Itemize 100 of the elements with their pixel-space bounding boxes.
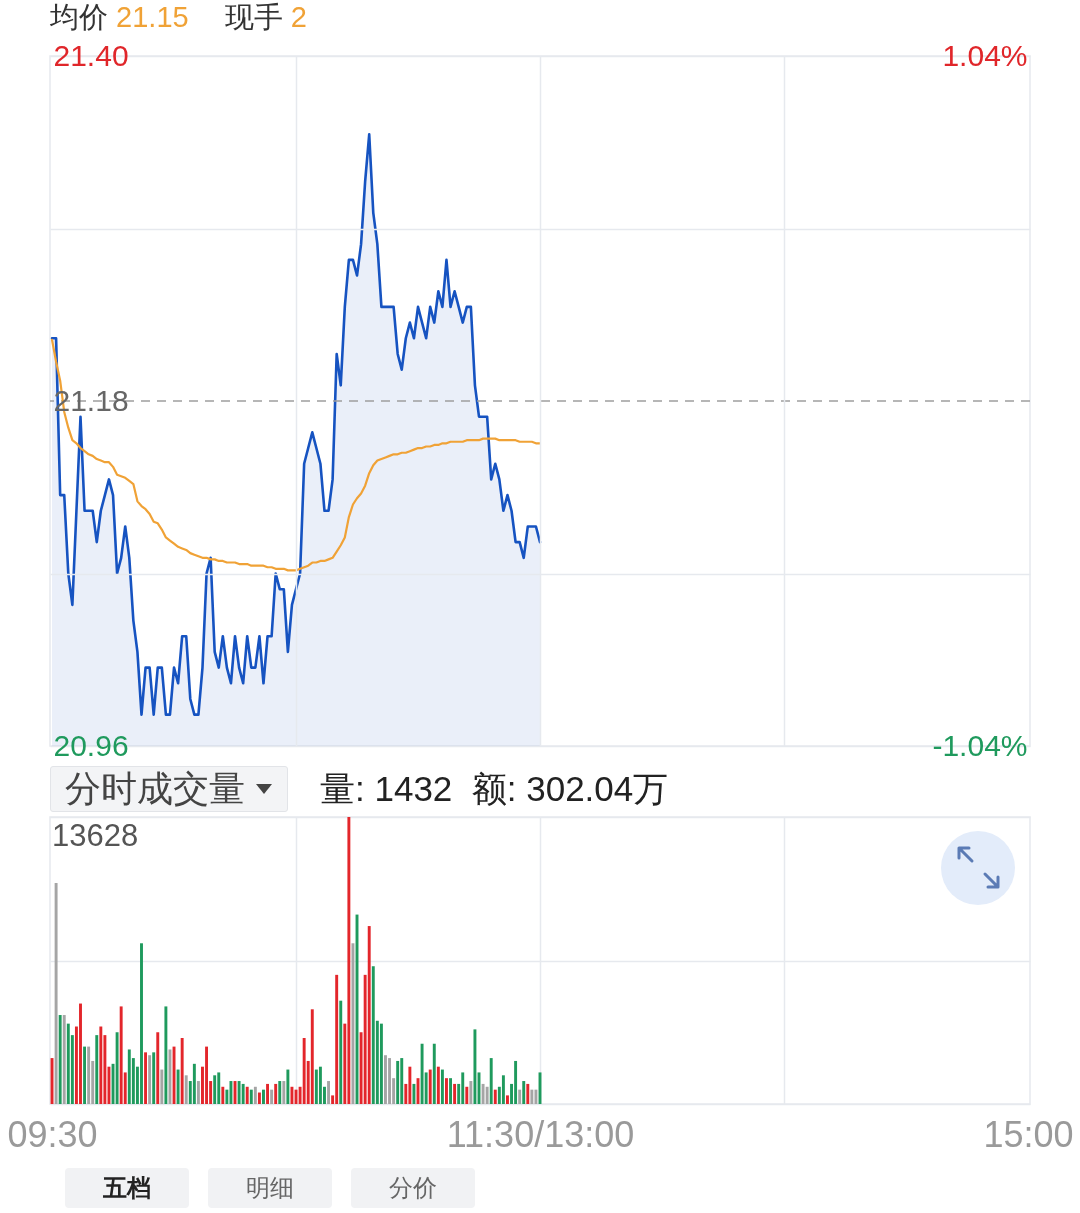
bar (217, 1072, 221, 1104)
bar (221, 1086, 225, 1104)
bar (152, 1052, 156, 1104)
bar (408, 1066, 412, 1104)
bar (522, 1081, 526, 1104)
bar (290, 1086, 294, 1104)
bar (54, 883, 58, 1104)
text: 均价 21.15 (50, 1, 189, 33)
bar (168, 1049, 172, 1104)
bar (156, 1032, 160, 1104)
bar (379, 1023, 383, 1104)
bar (115, 1032, 119, 1104)
bar (229, 1081, 233, 1104)
bar (485, 1086, 489, 1104)
bar (83, 1046, 87, 1104)
bar (335, 974, 339, 1104)
bar (436, 1066, 440, 1104)
bar (274, 1083, 278, 1104)
bar (302, 1037, 306, 1104)
bar (249, 1089, 253, 1104)
bar (119, 1006, 123, 1104)
bar (530, 1089, 534, 1104)
bar (420, 1043, 424, 1104)
bar (213, 1075, 217, 1104)
bar (318, 1066, 322, 1104)
bar (99, 1026, 103, 1104)
bar (473, 1029, 477, 1104)
bar (282, 1081, 286, 1104)
x-tick-label: 15:00 (983, 1113, 1074, 1155)
y2-tick-label: -1.04% (932, 728, 1028, 762)
bar (400, 1058, 404, 1104)
x-tick-label: 11:30/13:00 (446, 1113, 635, 1155)
bar (184, 1075, 188, 1104)
bar (245, 1086, 249, 1104)
bar (489, 1058, 493, 1104)
bar (62, 1015, 66, 1104)
tab-button: 分价 (351, 1168, 475, 1208)
tab-button: 明细 (208, 1168, 332, 1208)
bar (339, 1000, 343, 1104)
bar (127, 1049, 131, 1104)
bar (526, 1083, 530, 1104)
bar (241, 1083, 245, 1104)
bar (506, 1095, 509, 1104)
bar (453, 1083, 457, 1104)
bar (87, 1046, 91, 1104)
bar (514, 1060, 518, 1104)
bar (445, 1078, 448, 1104)
bar (493, 1089, 497, 1104)
bar (384, 1055, 387, 1104)
bar (347, 817, 351, 1104)
bar (310, 1009, 314, 1104)
bar (286, 1069, 290, 1104)
bar (144, 1052, 148, 1104)
bar (367, 926, 371, 1104)
bar (396, 1060, 400, 1104)
bar (388, 1058, 392, 1104)
bar (501, 1075, 505, 1104)
bar (351, 943, 355, 1104)
bar (176, 1069, 180, 1104)
bar (440, 1069, 444, 1104)
bar (270, 1089, 274, 1104)
bar (469, 1081, 473, 1104)
bar (461, 1072, 465, 1104)
bar (148, 1055, 152, 1104)
bar (253, 1086, 257, 1104)
line-series (50, 338, 542, 572)
bar (278, 1081, 282, 1104)
y2-tick-label: 1.04% (942, 38, 1028, 72)
dropdown-button: 分时成交量 (50, 766, 288, 812)
bar (371, 966, 375, 1104)
bar (196, 1081, 200, 1104)
bar (266, 1083, 270, 1104)
bar (79, 1003, 82, 1104)
bar (140, 943, 143, 1104)
bar (58, 1015, 62, 1104)
bar (180, 1037, 184, 1104)
bar (160, 1069, 164, 1104)
bar (432, 1043, 436, 1104)
y-tick-label: 20.96 (53, 728, 129, 762)
x-tick-label: 09:30 (7, 1113, 98, 1155)
annotation: 13628 (52, 818, 139, 853)
bar (164, 1006, 168, 1104)
bar (534, 1089, 538, 1104)
bar (314, 1069, 318, 1104)
bar (257, 1092, 261, 1104)
bar (192, 1063, 196, 1104)
bar (412, 1083, 416, 1104)
bar (95, 1035, 99, 1104)
bar (205, 1046, 209, 1104)
bar (481, 1083, 485, 1104)
bar (262, 1089, 265, 1104)
bar (465, 1086, 469, 1104)
text: 现手 2 (224, 1, 307, 33)
bar (237, 1081, 241, 1104)
bar (327, 1081, 331, 1104)
y-tick-label: 21.40 (53, 38, 129, 72)
bar (66, 1023, 70, 1104)
bar (518, 1089, 522, 1104)
chart-title: 分时成交量 (65, 766, 245, 811)
bar (428, 1069, 432, 1104)
